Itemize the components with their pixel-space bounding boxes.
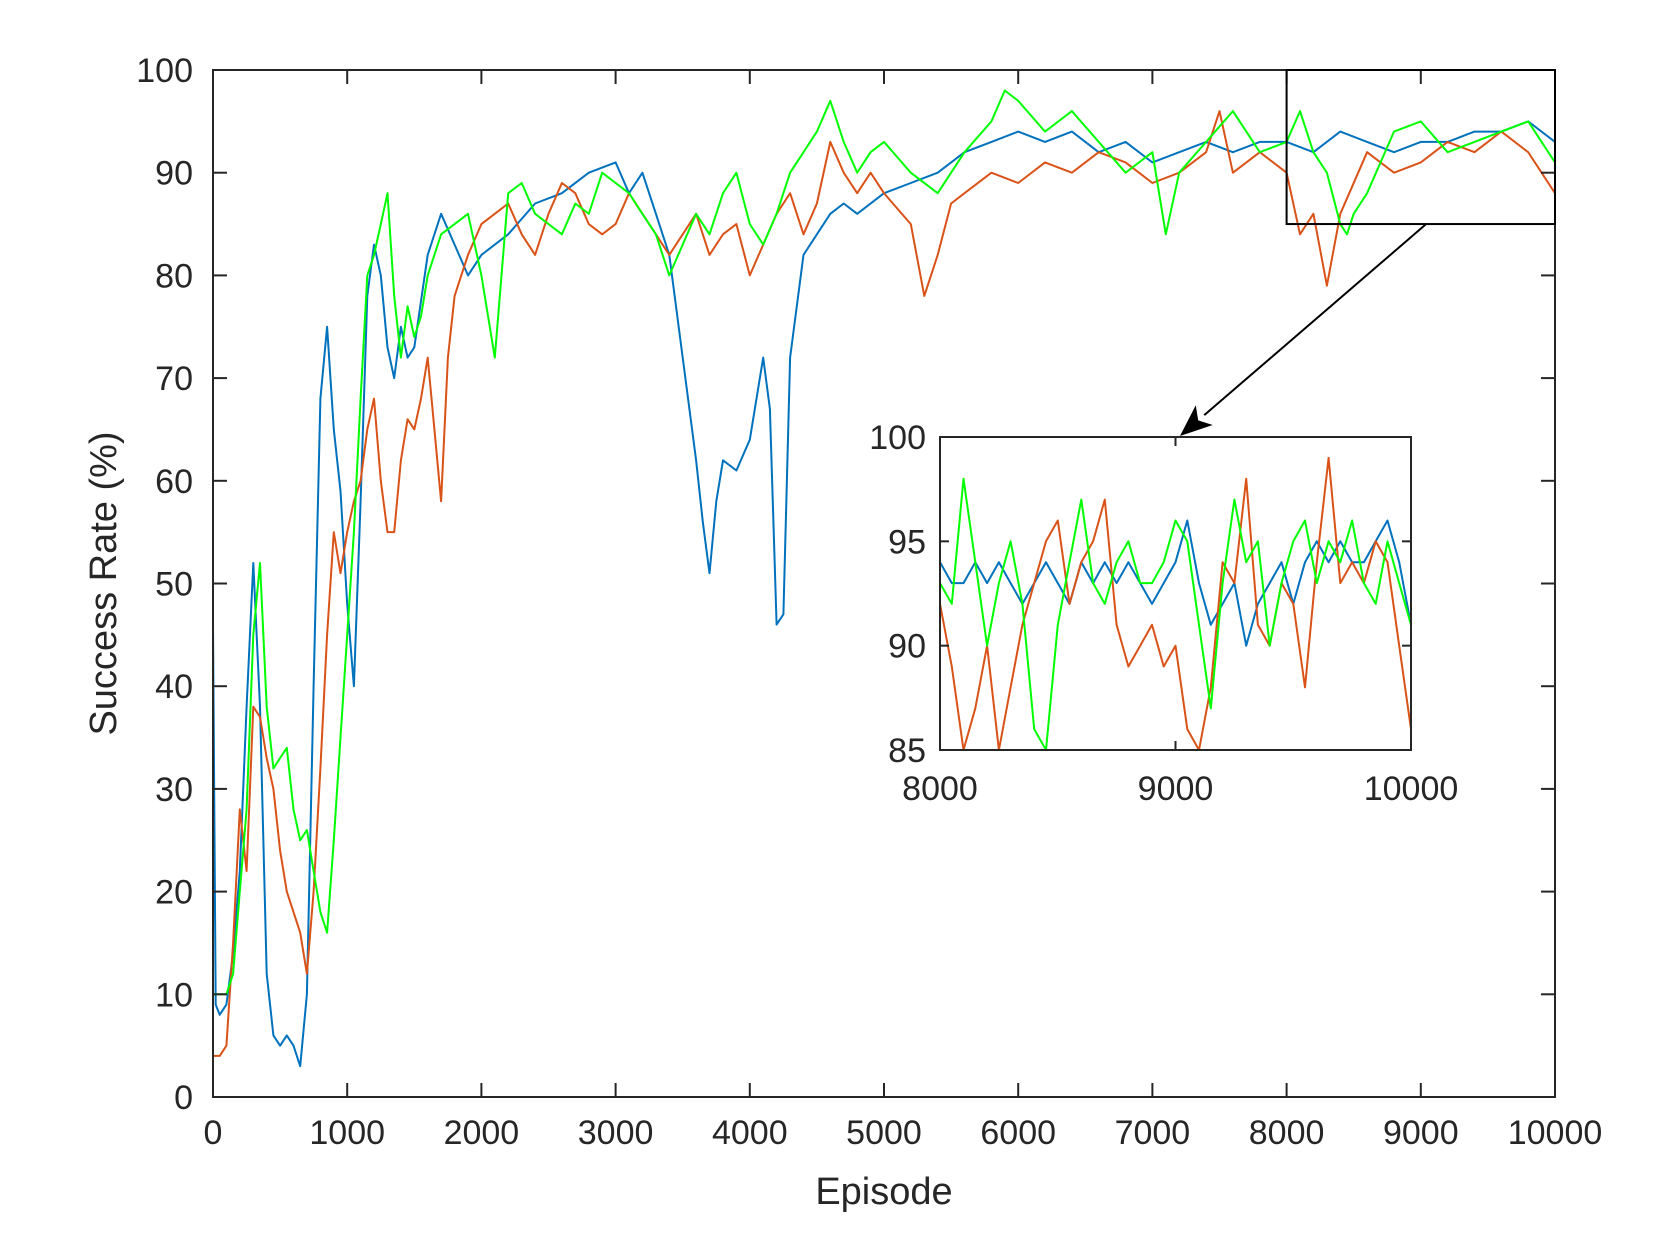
main-y-tick-label: 0 [174,1079,193,1117]
inset-x-tick-label: 10000 [1364,770,1459,808]
main-y-tick-label: 40 [155,668,193,706]
main-series-line-3 [213,89,1555,996]
inset-y-tick-label: 100 [869,419,926,457]
main-x-tick-label: 7000 [1115,1114,1191,1152]
inset-series-line-1 [940,519,1411,647]
main-y-tick-label: 60 [155,463,193,501]
main-y-tick-label: 100 [136,52,193,90]
main-series-line-1 [213,120,1555,1068]
inset-series-line-2 [940,456,1411,750]
inset-axes: 8000 9000 10000 85 90 95 100 [869,419,1458,808]
main-x-tick-label: 4000 [712,1114,788,1152]
main-x-tick-label: 9000 [1383,1114,1459,1152]
main-y-tick-label: 80 [155,257,193,295]
main-y-tick-label: 70 [155,360,193,398]
inset-x-tick-label: 8000 [902,770,978,808]
main-series-group [213,89,1555,1068]
inset-plot-background [940,437,1411,750]
main-x-tick-label: 5000 [846,1114,922,1152]
main-y-tick-label: 10 [155,976,193,1014]
main-y-tick-label: 90 [155,155,193,193]
main-y-axis-label: Success Rate (%) [83,431,125,735]
inset-series-group [940,456,1411,750]
main-x-tick-label: 10000 [1508,1114,1603,1152]
zoom-rectangle [1285,69,1556,226]
main-x-tick-label: 2000 [444,1114,520,1152]
main-axes: 0 1000 2000 3000 4000 5000 6000 7000 8000 9000 100… [83,52,1602,1213]
inset-axes-frame [939,436,1412,751]
main-x-tick-label: 6000 [980,1114,1056,1152]
zoom-arrow-line [1203,223,1427,416]
zoom-indicator [1180,69,1556,436]
inset-y-tick-label: 90 [888,628,926,666]
main-x-axis-label: Episode [815,1171,952,1213]
main-x-tick-label: 0 [204,1114,223,1152]
main-y-tick-label: 20 [155,874,193,912]
inset-y-tick-label: 95 [888,523,926,561]
main-axes-frame [212,69,1556,1098]
main-y-tick-label: 50 [155,566,193,604]
main-x-tick-label: 8000 [1249,1114,1325,1152]
zoom-arrow-head [1180,405,1213,436]
main-x-tick-label: 1000 [309,1114,385,1152]
main-x-tick-label: 3000 [578,1114,654,1152]
inset-series-line-3 [940,477,1411,750]
inset-x-tick-label: 9000 [1138,770,1214,808]
main-y-tick-label: 30 [155,771,193,809]
inset-y-tick-label: 85 [888,732,926,770]
